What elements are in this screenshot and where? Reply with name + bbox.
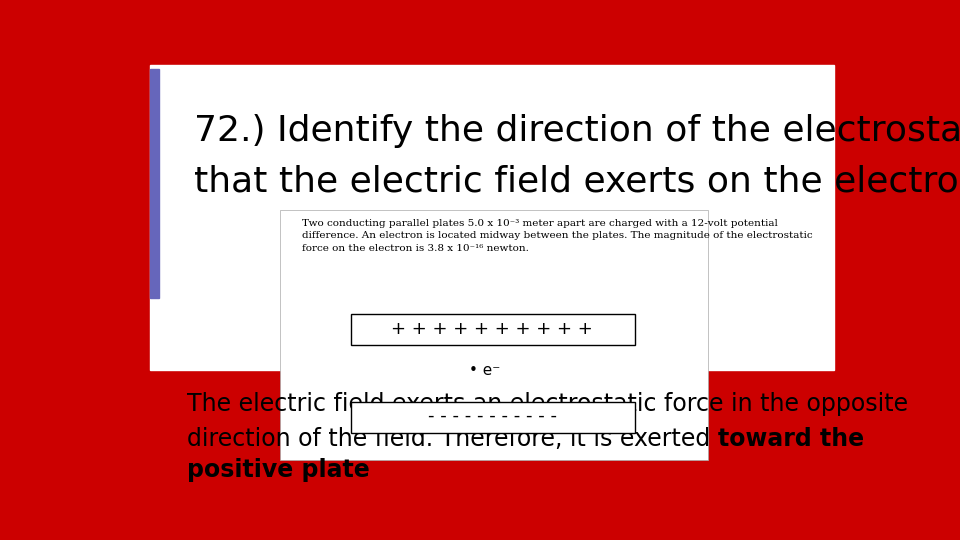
- Bar: [350, 402, 635, 433]
- Text: The electric field exerts an electrostatic force in the opposite: The electric field exerts an electrostat…: [187, 392, 908, 416]
- Bar: [150, 69, 158, 298]
- Text: 72.) Identify the direction of the electrostatic force: 72.) Identify the direction of the elect…: [194, 114, 960, 148]
- Text: - - - - - - - - - - -: - - - - - - - - - - -: [427, 407, 557, 425]
- Bar: [350, 314, 635, 346]
- Bar: [150, 65, 834, 370]
- Text: toward the: toward the: [718, 427, 864, 451]
- Text: direction of the field. Therefore, it is exerted: direction of the field. Therefore, it is…: [187, 427, 718, 451]
- Text: that the electric field exerts on the electron: that the electric field exerts on the el…: [194, 164, 960, 198]
- Bar: [280, 211, 708, 460]
- Text: • e⁻: • e⁻: [468, 363, 500, 378]
- Text: positive plate: positive plate: [187, 458, 370, 482]
- Text: Two conducting parallel plates 5.0 x 10⁻³ meter apart are charged with a 12-volt: Two conducting parallel plates 5.0 x 10⁻…: [302, 219, 813, 253]
- Text: + + + + + + + + + +: + + + + + + + + + +: [391, 320, 593, 338]
